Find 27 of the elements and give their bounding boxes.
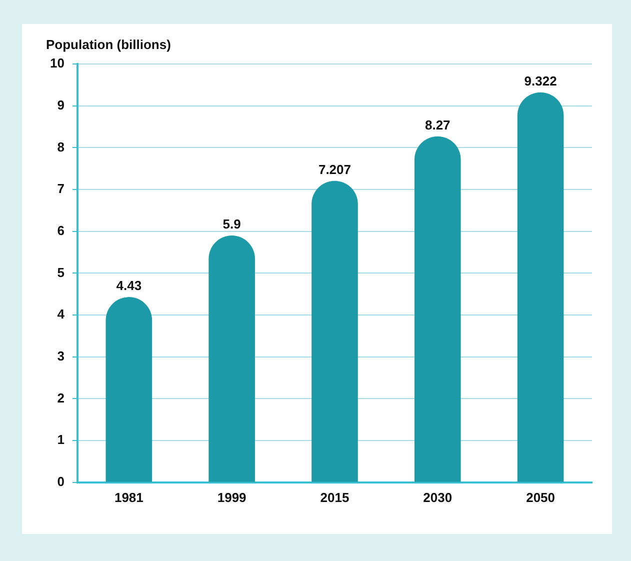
y-tick-label: 8 — [57, 139, 64, 154]
x-tick-label: 2015 — [320, 490, 350, 505]
x-tick-label: 2030 — [423, 490, 452, 505]
data-label: 7.207 — [318, 162, 352, 177]
bar — [312, 180, 358, 482]
bar — [106, 297, 152, 482]
y-axis-title: Population (billions) — [46, 37, 171, 52]
data-label: 5.9 — [222, 216, 241, 232]
bar — [517, 92, 564, 482]
y-tick-label: 0 — [57, 474, 64, 489]
y-tick-label: 2 — [57, 390, 64, 406]
data-label: 4.43 — [116, 278, 142, 294]
y-tick-label: 4 — [57, 306, 66, 322]
y-tick-label: 9 — [57, 97, 64, 112]
y-tick-label: 3 — [57, 348, 64, 364]
bar — [414, 136, 461, 482]
x-tick-label: 1981 — [114, 490, 144, 505]
y-tick-label: 10 — [50, 56, 64, 71]
bar — [208, 236, 255, 482]
y-tick-label: 5 — [57, 264, 64, 280]
x-tick-label: 1999 — [217, 490, 246, 505]
y-tick-label: 7 — [57, 181, 64, 196]
y-tick-label: 6 — [57, 222, 64, 238]
y-tick-label: 1 — [57, 432, 64, 448]
data-label: 9.322 — [524, 73, 557, 88]
x-tick-label: 2050 — [526, 490, 556, 505]
data-label: 8.27 — [424, 117, 450, 132]
